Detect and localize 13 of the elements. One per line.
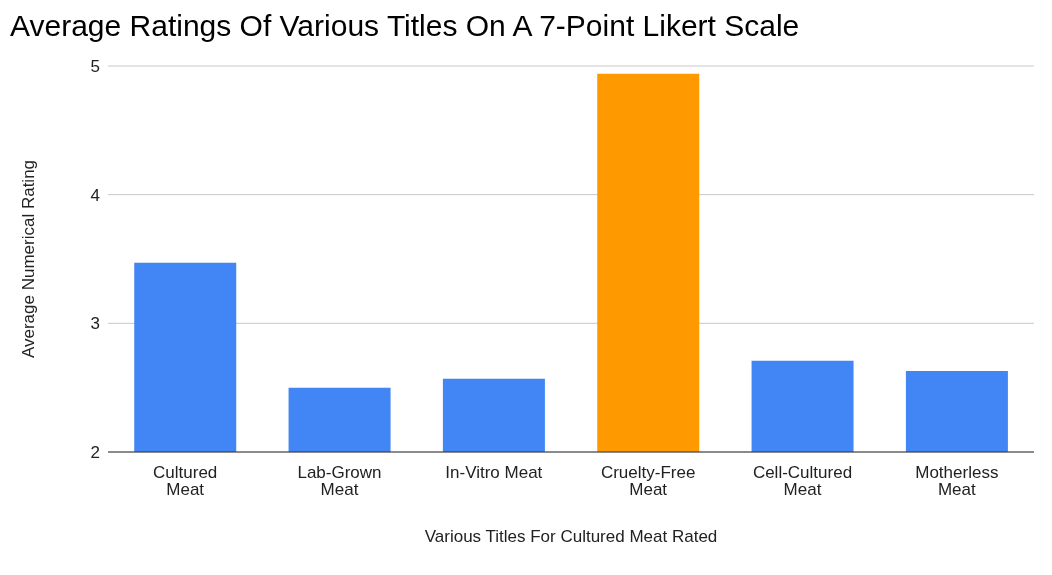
chart-title: Average Ratings Of Various Titles On A 7-Point Likert Scale <box>9 8 801 44</box>
y-tick-label: 4 <box>90 185 100 205</box>
x-tick-label: Motherless Meat <box>915 463 999 500</box>
y-tick-label: 3 <box>90 314 100 334</box>
y-tick-label: 5 <box>90 57 100 77</box>
x-tick-label: Cell-Cultured Meat <box>752 463 853 500</box>
x-axis-title: Various Titles For Cultured Meat Rated <box>424 527 718 546</box>
x-tick-label: In-Vitro Meat <box>445 463 543 483</box>
x-tick-label: Lab-Grown Meat <box>297 463 382 500</box>
x-tick-label: Cruelty-Free Meat <box>600 463 696 500</box>
y-tick-label: 2 <box>90 443 100 463</box>
y-axis-title: Average Numerical Rating <box>19 159 39 359</box>
x-tick-label: Cultured Meat <box>153 463 218 500</box>
